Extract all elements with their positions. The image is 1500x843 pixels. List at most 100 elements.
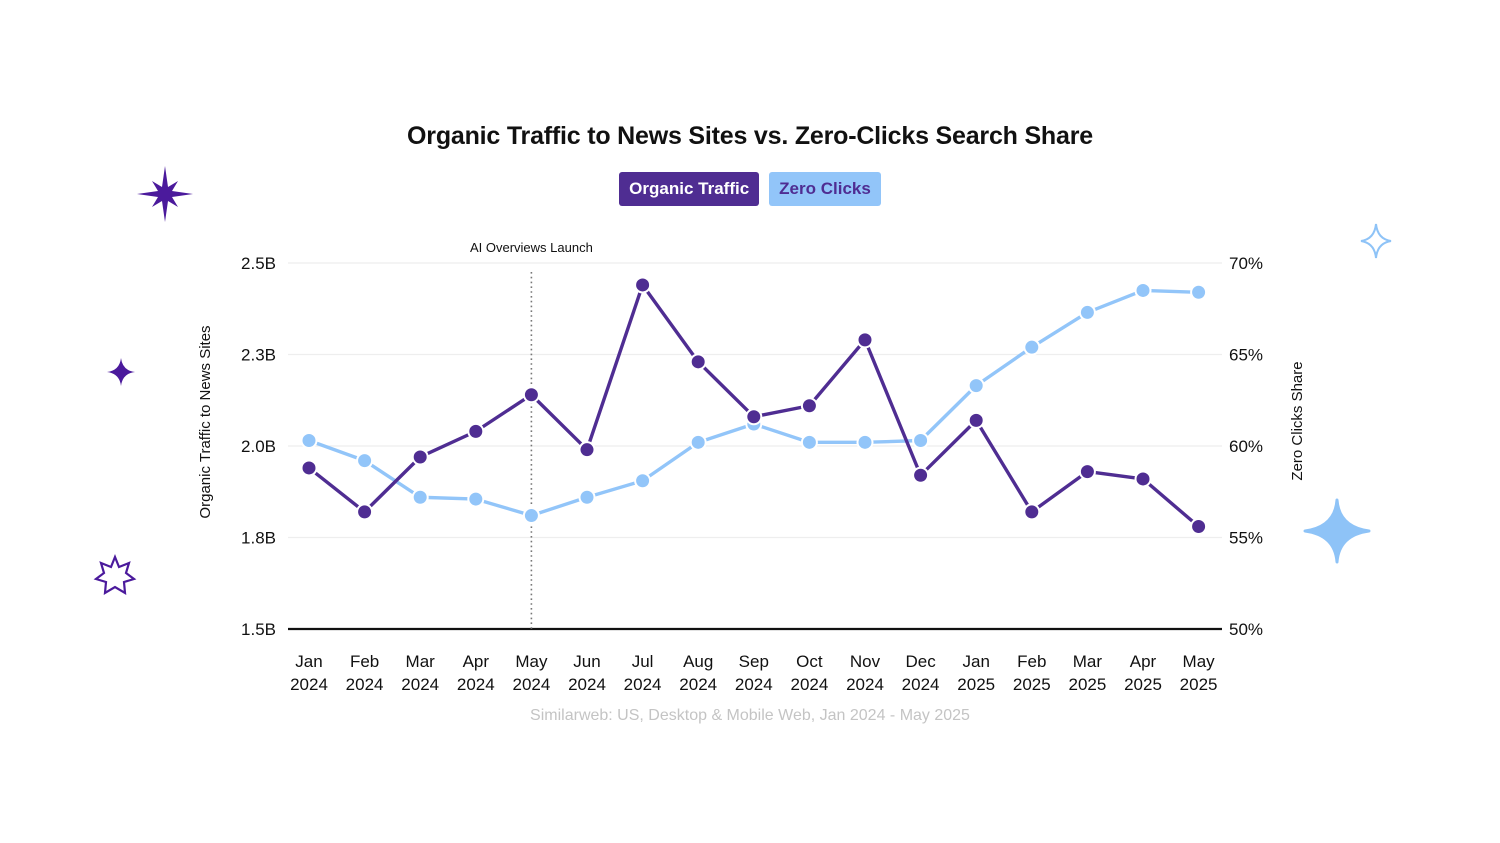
- data-point[interactable]: [1078, 463, 1096, 481]
- annotation-label: AI Overviews Launch: [470, 240, 593, 255]
- data-point[interactable]: [1134, 281, 1152, 299]
- x-tick-month: Sep: [739, 652, 769, 671]
- x-tick-month: May: [1183, 652, 1216, 671]
- data-point[interactable]: [745, 408, 763, 426]
- data-point[interactable]: [522, 386, 540, 404]
- legend-organic-traffic[interactable]: Organic Traffic: [619, 172, 760, 206]
- x-tick-month: Nov: [850, 652, 881, 671]
- blue-sparkle-icon: [1303, 498, 1371, 564]
- x-tick-month: Feb: [1017, 652, 1046, 671]
- x-tick-month: Jan: [295, 652, 322, 671]
- x-tick-month: Feb: [350, 652, 379, 671]
- x-tick-month: Aug: [683, 652, 713, 671]
- data-point[interactable]: [634, 472, 652, 490]
- x-tick-year: 2025: [1180, 675, 1218, 694]
- legend: Organic Traffic Zero Clicks: [0, 172, 1500, 206]
- x-tick-year: 2025: [957, 675, 995, 694]
- x-tick-month: Jul: [632, 652, 654, 671]
- x-tick-year: 2025: [1013, 675, 1051, 694]
- series-line: [307, 283, 1200, 528]
- data-point[interactable]: [467, 490, 485, 508]
- data-point[interactable]: [1190, 283, 1208, 301]
- data-point[interactable]: [356, 503, 374, 521]
- data-point[interactable]: [689, 433, 707, 451]
- y-tick-left: 2.5B: [241, 254, 276, 273]
- outline-sparkle-icon: [1360, 223, 1392, 259]
- data-point[interactable]: [578, 488, 596, 506]
- sparkle-star-icon: [137, 166, 193, 222]
- chart-title: Organic Traffic to News Sites vs. Zero-C…: [407, 122, 1093, 150]
- y-axis-right-title: Zero Clicks Share: [1289, 361, 1306, 480]
- y-tick-right: 65%: [1229, 346, 1263, 365]
- x-tick-year: 2024: [624, 675, 662, 694]
- x-tick-month: Mar: [406, 652, 436, 671]
- data-point[interactable]: [1078, 303, 1096, 321]
- x-tick-year: 2024: [401, 675, 439, 694]
- y-tick-right: 55%: [1229, 529, 1263, 548]
- y-tick-left: 2.3B: [241, 346, 276, 365]
- x-tick-month: Dec: [905, 652, 936, 671]
- x-tick-year: 2024: [679, 675, 717, 694]
- data-point[interactable]: [912, 432, 930, 450]
- x-tick-month: Apr: [463, 652, 490, 671]
- x-tick-year: 2024: [902, 675, 940, 694]
- y-axis-left-title: Organic Traffic to News Sites: [197, 325, 214, 518]
- source-note: Similarweb: US, Desktop & Mobile Web, Ja…: [530, 707, 970, 724]
- y-tick-right: 60%: [1229, 437, 1263, 456]
- data-point[interactable]: [356, 452, 374, 470]
- x-tick-month: Apr: [1130, 652, 1157, 671]
- y-axis-left: 2.5B 2.3B 2.0B 1.8B 1.5B: [241, 254, 276, 639]
- data-point[interactable]: [800, 397, 818, 415]
- data-point[interactable]: [634, 276, 652, 294]
- x-tick-month: Jun: [573, 652, 600, 671]
- y-tick-left: 1.5B: [241, 620, 276, 639]
- data-point[interactable]: [967, 377, 985, 395]
- x-tick-month: Oct: [796, 652, 823, 671]
- y-tick-left: 2.0B: [241, 437, 276, 456]
- x-tick-year: 2024: [457, 675, 495, 694]
- y-tick-right: 70%: [1229, 254, 1263, 273]
- data-point[interactable]: [411, 448, 429, 466]
- x-tick-year: 2025: [1124, 675, 1162, 694]
- data-point[interactable]: [300, 459, 318, 477]
- data-point[interactable]: [411, 488, 429, 506]
- data-point[interactable]: [467, 422, 485, 440]
- gridlines: [288, 262, 1222, 631]
- x-tick-year: 2024: [346, 675, 384, 694]
- x-tick-year: 2024: [846, 675, 884, 694]
- data-point[interactable]: [856, 331, 874, 349]
- data-point[interactable]: [1134, 470, 1152, 488]
- x-tick-year: 2025: [1068, 675, 1106, 694]
- x-tick-month: May: [515, 652, 548, 671]
- data-point[interactable]: [856, 433, 874, 451]
- data-point[interactable]: [578, 441, 596, 459]
- y-tick-right: 50%: [1229, 620, 1263, 639]
- outline-star-icon: [93, 554, 137, 596]
- data-point[interactable]: [912, 466, 930, 484]
- x-tick-year: 2024: [290, 675, 328, 694]
- data-point[interactable]: [522, 507, 540, 525]
- x-axis: Jan 2024 Feb 2024 Mar 2024 Apr 2024 May 2024 Jun 20…: [290, 652, 1217, 694]
- x-tick-year: 2024: [735, 675, 773, 694]
- x-tick-year: 2024: [790, 675, 828, 694]
- y-axis-right: 70% 65% 60% 55% 50%: [1229, 254, 1263, 639]
- legend-zero-clicks[interactable]: Zero Clicks: [769, 172, 881, 206]
- data-point[interactable]: [967, 411, 985, 429]
- x-tick-year: 2024: [568, 675, 606, 694]
- data-point[interactable]: [1023, 503, 1041, 521]
- data-point[interactable]: [689, 353, 707, 371]
- ai-overviews-annotation: AI Overviews Launch: [470, 240, 593, 629]
- series-line: [308, 288, 1199, 518]
- x-tick-month: Mar: [1073, 652, 1103, 671]
- data-point[interactable]: [300, 432, 318, 450]
- series-zero-clicks: [300, 281, 1208, 525]
- x-tick-month: Jan: [962, 652, 989, 671]
- x-tick-year: 2024: [512, 675, 550, 694]
- data-point[interactable]: [1190, 518, 1208, 536]
- series-organic-traffic: [300, 276, 1208, 536]
- data-point[interactable]: [800, 433, 818, 451]
- data-point[interactable]: [1023, 338, 1041, 356]
- y-tick-left: 1.8B: [241, 529, 276, 548]
- small-sparkle-icon: [107, 358, 135, 386]
